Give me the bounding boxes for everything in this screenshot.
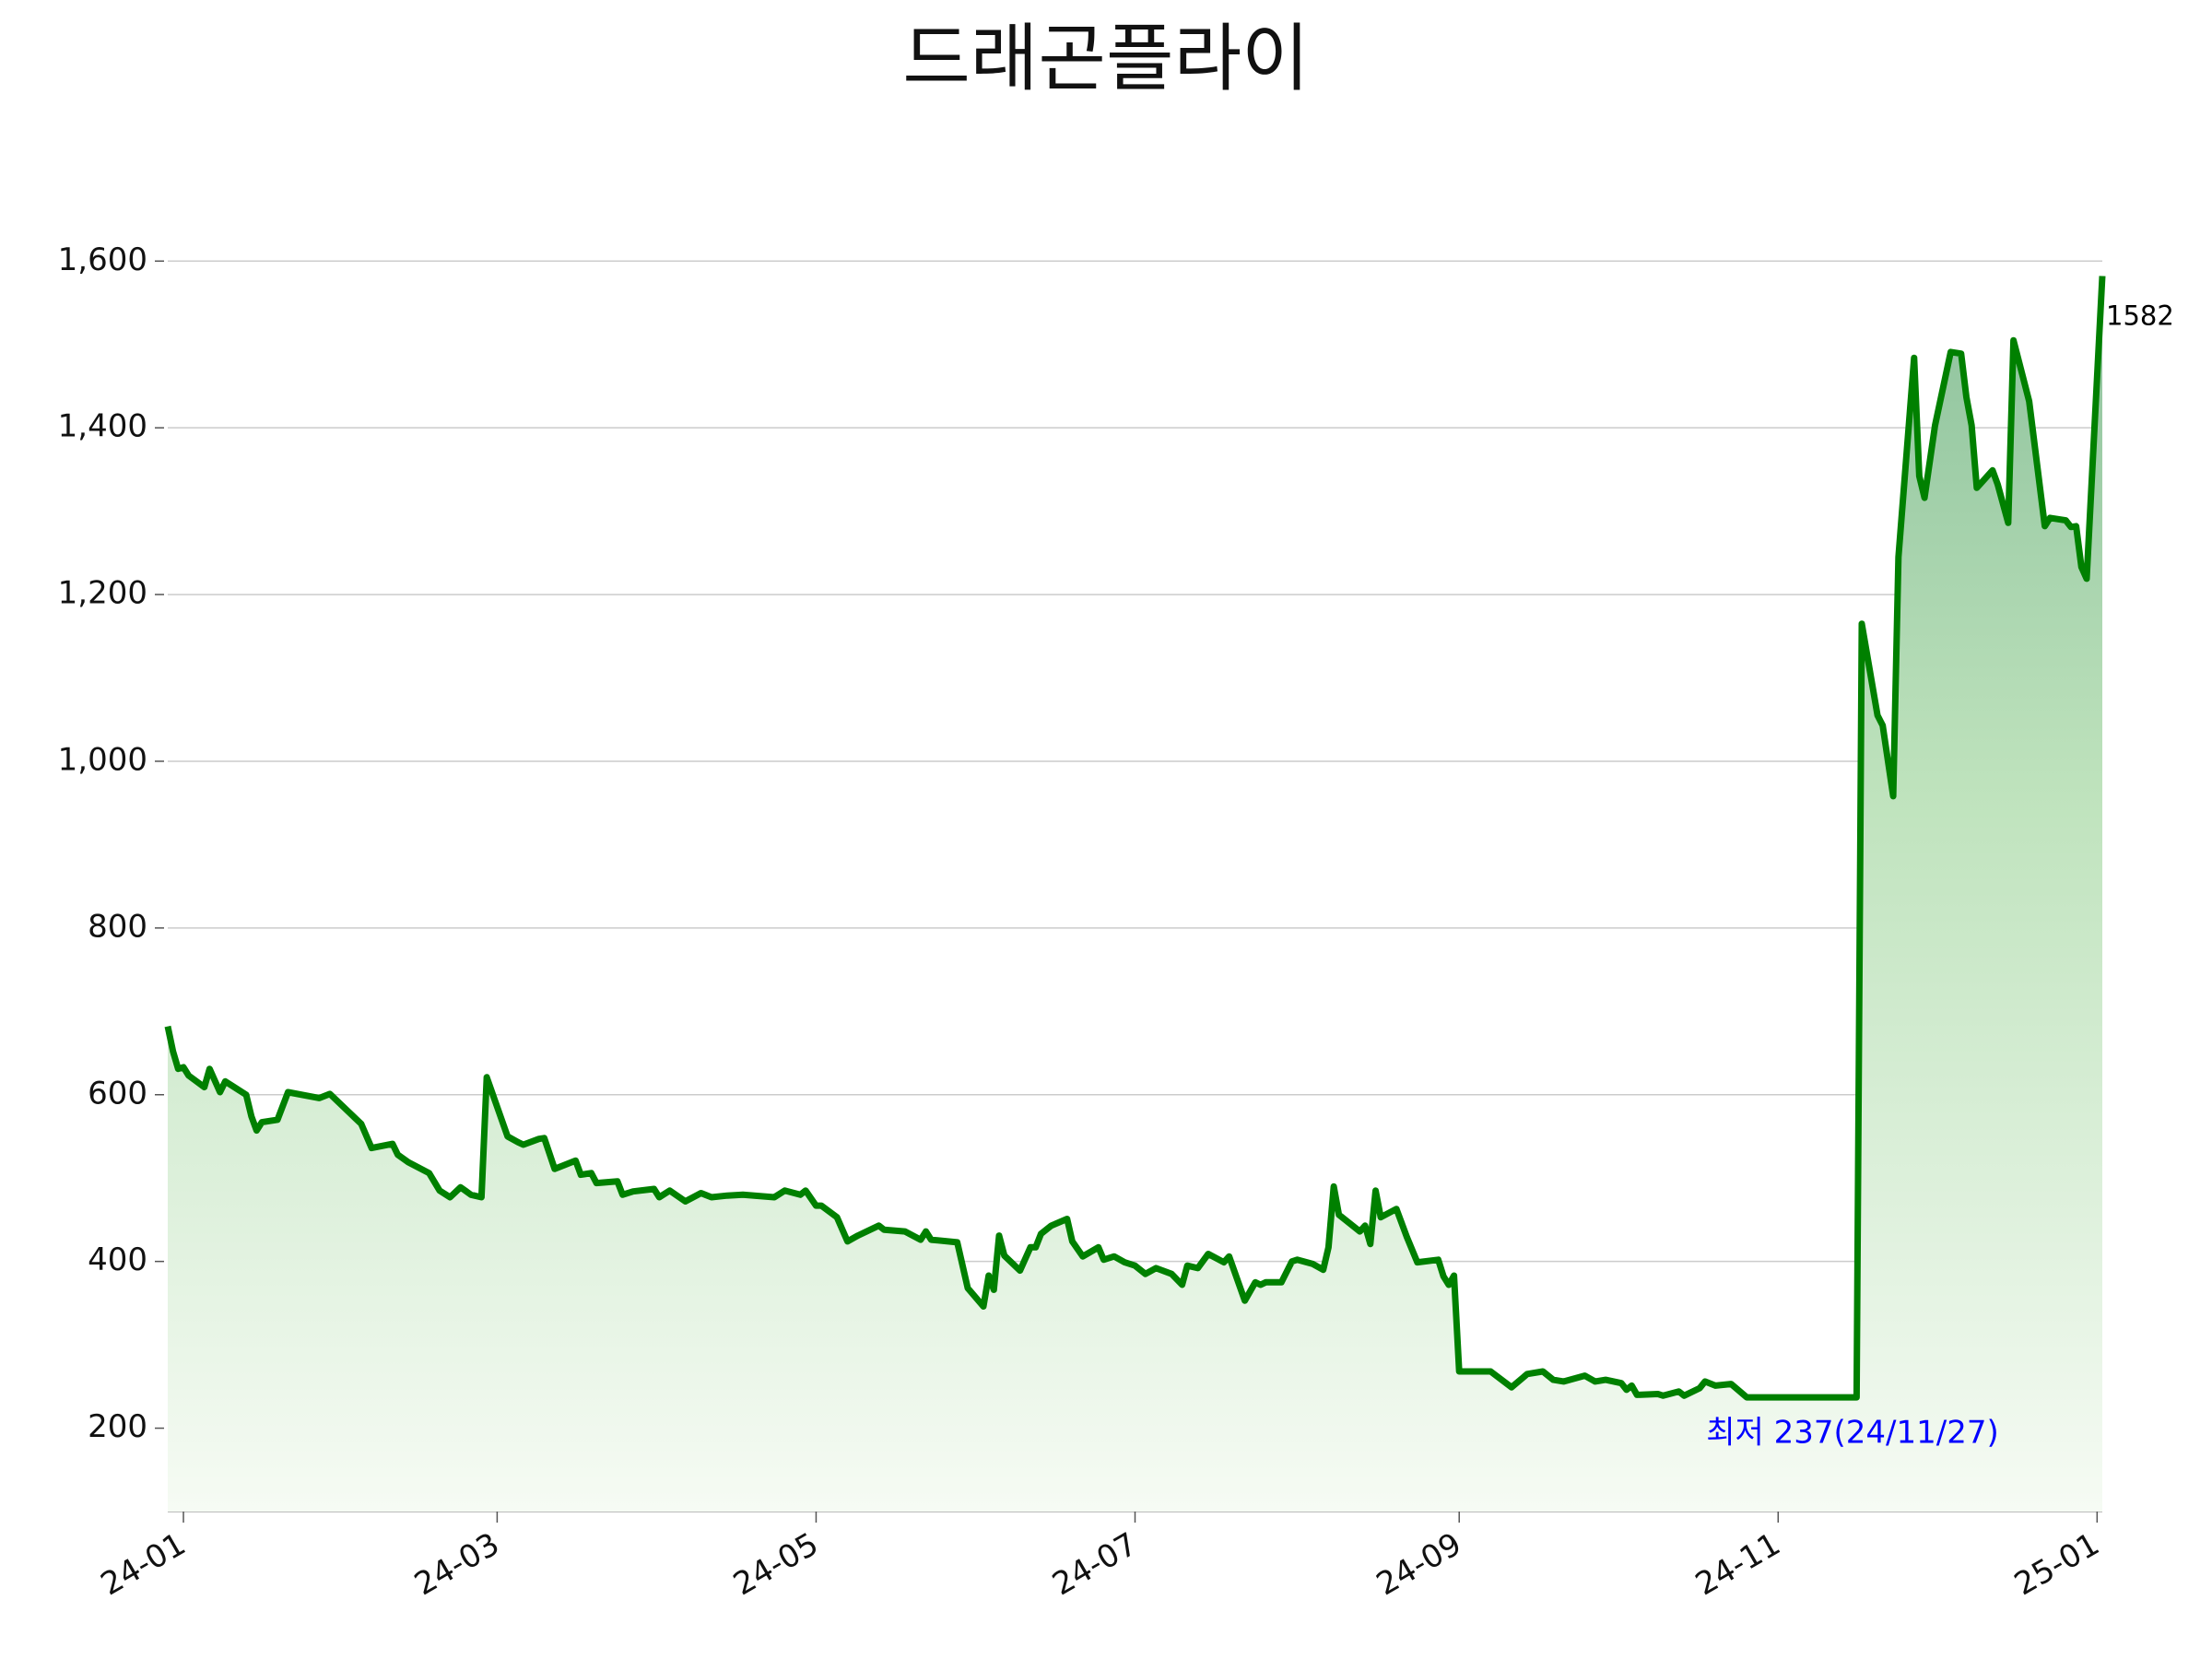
x-tick-label: 24-03 — [408, 1525, 506, 1603]
annotation: 최저 237(24/11/27) — [1706, 1415, 1999, 1452]
x-tick-label: 24-01 — [95, 1525, 193, 1603]
annotation: 1582 — [2106, 300, 2174, 332]
y-tick-label: 1,200 — [58, 575, 147, 612]
x-tick-label: 24-09 — [1371, 1525, 1468, 1603]
y-tick-label: 1,000 — [58, 741, 147, 778]
y-tick-label: 200 — [88, 1408, 147, 1445]
x-tick-label: 25-01 — [2008, 1525, 2106, 1603]
x-tick-label: 24-05 — [727, 1525, 825, 1603]
y-tick-label: 600 — [88, 1075, 147, 1112]
x-tick-label: 24-07 — [1046, 1525, 1144, 1603]
y-tick-label: 1,400 — [58, 408, 147, 445]
y-tick-label: 400 — [88, 1241, 147, 1278]
x-tick-label: 24-11 — [1689, 1525, 1787, 1603]
y-tick-label: 800 — [88, 908, 147, 945]
line — [164, 276, 2106, 1401]
chart-title: 드래곤플라이 — [902, 16, 1310, 101]
y-tick-label: 1,600 — [58, 241, 147, 278]
area — [168, 276, 2102, 1512]
